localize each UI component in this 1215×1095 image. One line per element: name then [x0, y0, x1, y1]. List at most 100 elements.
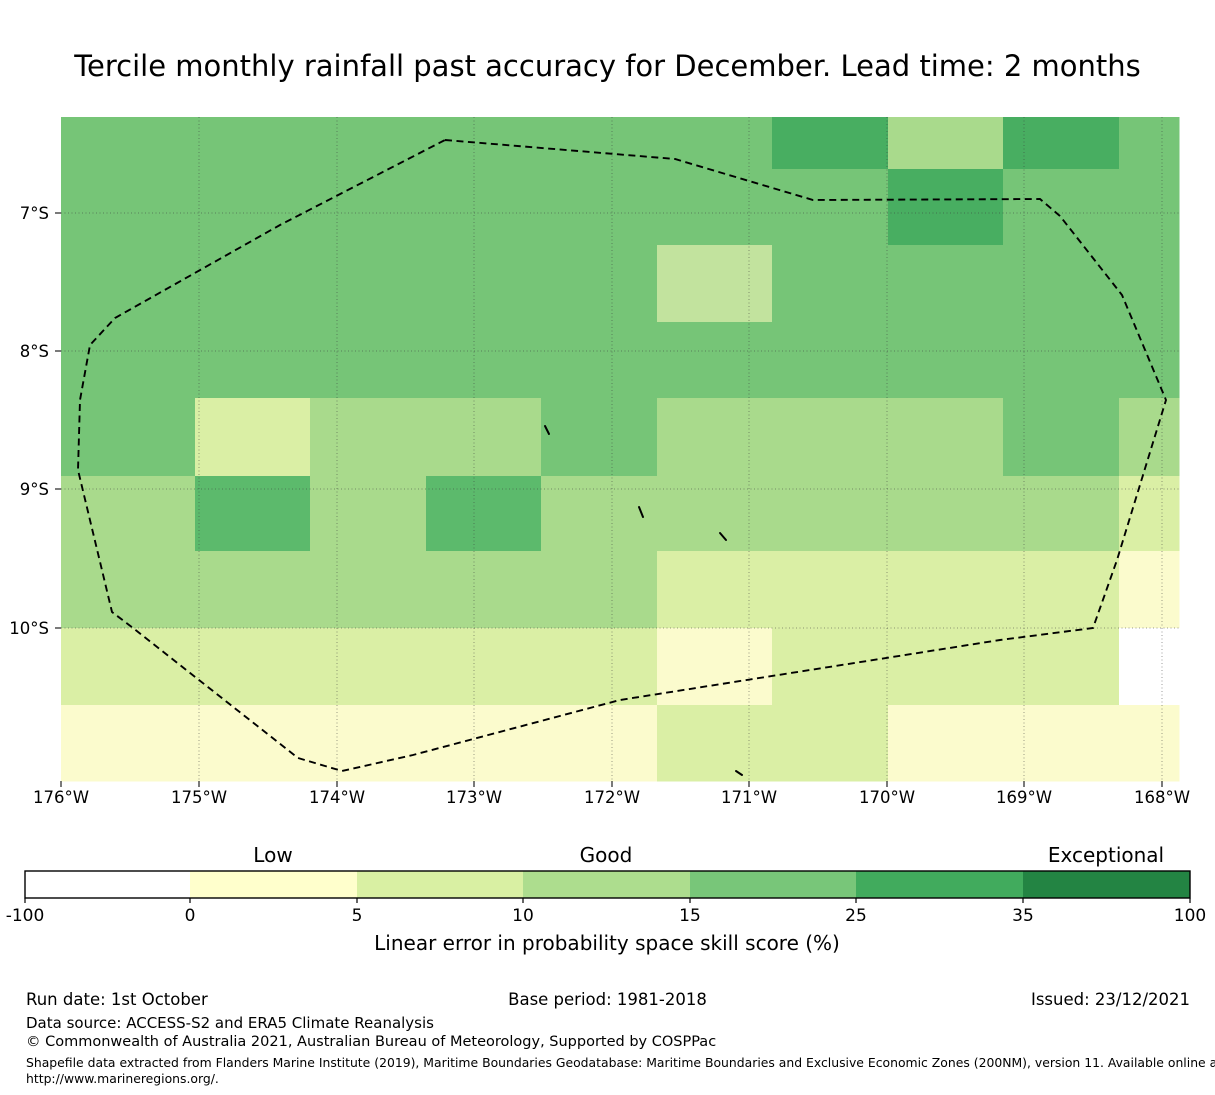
grid-cell — [195, 169, 311, 246]
grid-cell — [310, 705, 427, 782]
grid-cell — [195, 551, 311, 629]
grid-cell — [61, 169, 196, 246]
island-marker — [719, 532, 727, 541]
grid-cell — [1003, 551, 1120, 629]
grid-cell — [310, 551, 427, 629]
grid-cell — [541, 705, 658, 782]
grid-cell — [195, 705, 311, 782]
x-tick-label: 173°W — [446, 788, 502, 807]
grid-cell — [426, 322, 542, 399]
grid-cell — [61, 117, 196, 170]
colorbar-segment — [357, 871, 523, 898]
grid-cell — [61, 551, 196, 629]
run-date-text: Run date: 1st October — [26, 990, 208, 1009]
grid-cell — [426, 551, 542, 629]
grid-cell — [657, 169, 773, 246]
grid-cell — [541, 169, 658, 246]
eez-boundary-line — [77, 139, 1168, 772]
grid-cell — [310, 169, 427, 246]
grid-cell — [310, 322, 427, 399]
grid-cell — [1003, 476, 1120, 552]
grid-cell — [1003, 705, 1120, 782]
figure-title: Tercile monthly rainfall past accuracy f… — [74, 49, 1141, 83]
colorbar-segment — [25, 871, 190, 898]
grid-cell — [61, 705, 196, 782]
x-tick-label: 168°W — [1134, 788, 1190, 807]
grid-cell — [657, 551, 773, 629]
colorbar-tick-label: 10 — [512, 906, 534, 926]
grid-cell — [1119, 551, 1180, 629]
colorbar-tick-label: 100 — [1174, 906, 1206, 926]
grid-cell — [426, 628, 542, 706]
shapefile-note-line1: Shapefile data extracted from Flanders M… — [26, 1055, 1215, 1070]
x-tick-label: 175°W — [171, 788, 227, 807]
grid-cell — [426, 245, 542, 323]
grid-cell — [772, 169, 889, 246]
shapefile-note-line2: http://www.marineregions.org/. — [26, 1071, 219, 1086]
grid-cell — [310, 476, 427, 552]
x-tick-label: 169°W — [996, 788, 1052, 807]
grid-cell — [657, 245, 773, 323]
colorbar-segment — [856, 871, 1023, 898]
grid-cell — [1003, 628, 1120, 706]
grid-cell — [657, 476, 773, 552]
grid-cell — [1119, 628, 1180, 706]
grid-cell — [888, 322, 1004, 399]
colorbar-label-good: Good — [579, 843, 633, 867]
grid-cell — [426, 398, 542, 477]
grid-cell — [1119, 245, 1180, 323]
grid-cell — [426, 476, 542, 552]
x-tick-label: 171°W — [721, 788, 777, 807]
grid-cell — [772, 245, 889, 323]
colorbar-border — [24, 870, 1191, 899]
grid-cell — [1119, 476, 1180, 552]
grid-cell — [195, 398, 311, 477]
base-period-text: Base period: 1981-2018 — [508, 990, 707, 1009]
colorbar-segment — [690, 871, 856, 898]
grid-cell — [772, 117, 889, 170]
grid-cell — [888, 476, 1004, 552]
grid-cell — [772, 476, 889, 552]
grid-cell — [195, 476, 311, 552]
colorbar-tick-label: 25 — [845, 906, 867, 926]
grid-cell — [1003, 117, 1120, 170]
x-tick-label: 174°W — [309, 788, 365, 807]
grid-cell — [888, 398, 1004, 477]
grid-cell — [657, 398, 773, 477]
grid-cell — [1119, 705, 1180, 782]
grid-cell — [1003, 169, 1120, 246]
grid-cell — [888, 551, 1004, 629]
grid-cell — [657, 322, 773, 399]
copyright-text: © Commonwealth of Australia 2021, Austra… — [26, 1034, 717, 1050]
colorbar-tick-label: 0 — [185, 906, 196, 926]
grid-cell — [772, 551, 889, 629]
grid-cell — [1003, 245, 1120, 323]
grid-cell — [195, 117, 311, 170]
colorbar-axis-label: Linear error in probability space skill … — [374, 931, 840, 955]
grid-cell — [310, 398, 427, 477]
grid-cell — [541, 476, 658, 552]
colorbar-segment — [523, 871, 690, 898]
island-marker — [544, 425, 550, 435]
grid-cell — [888, 628, 1004, 706]
grid-cell — [195, 322, 311, 399]
grid-cell — [195, 628, 311, 706]
grid-cell — [541, 322, 658, 399]
grid-cell — [310, 628, 427, 706]
grid-cell — [541, 245, 658, 323]
grid-cell — [310, 245, 427, 323]
grid-cell — [657, 628, 773, 706]
x-tick-label: 172°W — [584, 788, 640, 807]
grid-cell — [657, 705, 773, 782]
y-tick-label: 8°S — [20, 342, 49, 361]
colorbar-tick-label: 5 — [352, 906, 363, 926]
island-marker — [735, 770, 743, 776]
x-tick-label: 170°W — [859, 788, 915, 807]
grid-cell — [541, 398, 658, 477]
colorbar-label-exceptional: Exceptional — [1047, 843, 1165, 867]
grid-cell — [1119, 398, 1180, 477]
grid-cell — [1119, 169, 1180, 246]
grid-cell — [888, 245, 1004, 323]
